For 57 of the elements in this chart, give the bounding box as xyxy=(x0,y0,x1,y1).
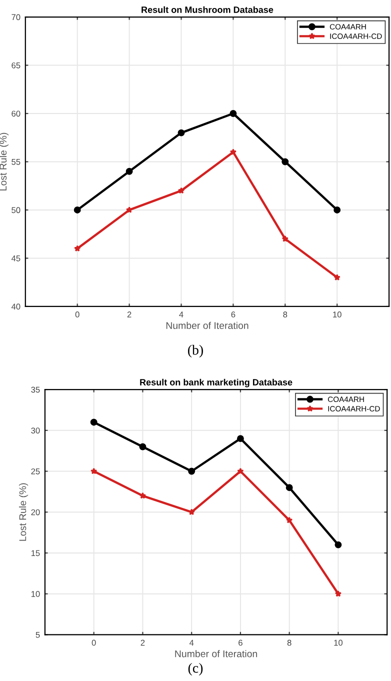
point xyxy=(126,168,133,175)
point xyxy=(178,129,185,136)
point xyxy=(90,418,98,426)
point xyxy=(74,206,81,214)
x-tick-label: 2 xyxy=(140,640,145,646)
x-tick-label: 0 xyxy=(75,312,80,318)
point xyxy=(282,158,289,166)
y-tick-label: 15 xyxy=(31,550,40,556)
text: (b) xyxy=(188,344,203,358)
x-tick-label: 6 xyxy=(238,640,242,646)
y-tick-label: 20 xyxy=(31,509,40,516)
point xyxy=(286,516,293,524)
point xyxy=(237,468,244,474)
point xyxy=(126,206,133,213)
point xyxy=(178,187,185,194)
y-tick-label: 10 xyxy=(31,591,40,597)
y-tick-label: 35 xyxy=(31,386,40,393)
point xyxy=(90,468,98,474)
x-axis-title: Number of Iteration xyxy=(175,650,258,658)
x-tick-label: 10 xyxy=(333,312,342,318)
point xyxy=(74,245,81,252)
point xyxy=(230,148,237,156)
point xyxy=(188,468,196,475)
x-axis-title: Number of Iteration xyxy=(166,322,248,329)
chart-title: Result on Mushroom Database xyxy=(142,6,274,13)
point xyxy=(139,492,146,499)
y-tick-label: 50 xyxy=(12,207,20,214)
x-tick-label: 8 xyxy=(283,312,288,318)
x-tick-label: 4 xyxy=(179,312,184,318)
y-tick-label: 55 xyxy=(12,159,20,165)
x-tick-label: 0 xyxy=(92,640,96,646)
point xyxy=(334,541,342,548)
y-tick-label: 25 xyxy=(31,468,40,474)
point xyxy=(334,274,340,280)
x-tick-label: 8 xyxy=(287,640,292,646)
point xyxy=(230,110,237,117)
point xyxy=(139,443,146,450)
point xyxy=(282,235,288,242)
text: (c) xyxy=(188,662,203,676)
y-tick-label: 40 xyxy=(11,304,20,310)
x-tick-label: 6 xyxy=(231,312,236,318)
y-tick-label: 5 xyxy=(36,632,40,638)
point xyxy=(188,508,195,516)
x-tick-label: 4 xyxy=(189,640,194,646)
y-tick-label: 65 xyxy=(12,62,20,68)
point xyxy=(334,590,342,597)
point xyxy=(286,484,293,492)
y-tick-label: 45 xyxy=(11,256,20,262)
point xyxy=(334,206,341,214)
x-tick-label: 10 xyxy=(334,640,343,646)
y-axis-title: Lost Rule (%) xyxy=(18,483,28,541)
y-tick-label: 60 xyxy=(12,110,20,117)
chart-title: Result on bank marketing Database xyxy=(140,378,292,388)
y-tick-label: 30 xyxy=(31,428,40,434)
y-tick-label: 70 xyxy=(12,14,20,20)
x-tick-label: 2 xyxy=(127,312,132,318)
point xyxy=(236,435,244,442)
